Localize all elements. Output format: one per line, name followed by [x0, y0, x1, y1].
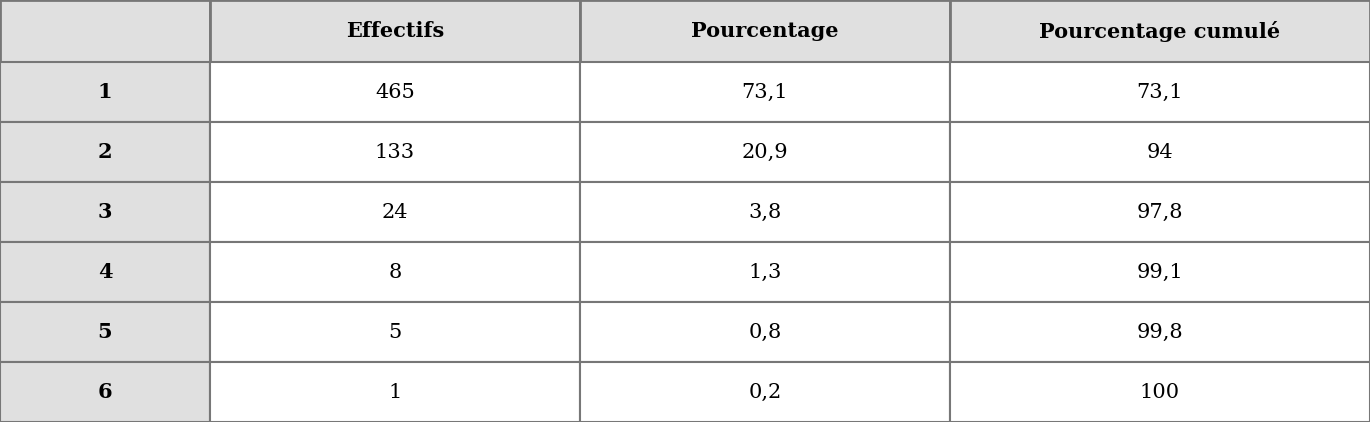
Text: Effectifs: Effectifs: [345, 21, 444, 41]
Bar: [580, 122, 949, 182]
Bar: [0, 122, 210, 182]
Text: 73,1: 73,1: [1137, 82, 1184, 102]
Bar: [949, 122, 1370, 182]
Bar: [580, 0, 949, 62]
Text: 94: 94: [1147, 143, 1173, 162]
Bar: [0, 242, 210, 302]
Bar: [949, 362, 1370, 422]
Text: Pourcentage: Pourcentage: [692, 21, 838, 41]
Text: 99,8: 99,8: [1137, 322, 1184, 341]
Text: 3: 3: [97, 202, 112, 222]
Bar: [210, 122, 580, 182]
Bar: [210, 62, 580, 122]
Bar: [210, 302, 580, 362]
Bar: [580, 62, 949, 122]
Bar: [580, 182, 949, 242]
Bar: [949, 182, 1370, 242]
Bar: [949, 302, 1370, 362]
Text: 1: 1: [97, 82, 112, 102]
Bar: [949, 0, 1370, 62]
Text: 465: 465: [375, 82, 415, 102]
Bar: [0, 302, 210, 362]
Bar: [210, 242, 580, 302]
Text: Pourcentage cumulé: Pourcentage cumulé: [1040, 21, 1281, 41]
Bar: [949, 242, 1370, 302]
Text: 2: 2: [97, 142, 112, 162]
Text: 5: 5: [388, 322, 401, 341]
Text: 3,8: 3,8: [748, 203, 782, 222]
Bar: [580, 362, 949, 422]
Text: 8: 8: [388, 262, 401, 281]
Bar: [0, 182, 210, 242]
Text: 1,3: 1,3: [748, 262, 782, 281]
Text: 73,1: 73,1: [741, 82, 788, 102]
Text: 1: 1: [388, 382, 401, 401]
Text: 97,8: 97,8: [1137, 203, 1184, 222]
Bar: [210, 182, 580, 242]
Bar: [949, 62, 1370, 122]
Text: 5: 5: [97, 322, 112, 342]
Text: 0,2: 0,2: [748, 382, 782, 401]
Bar: [580, 302, 949, 362]
Text: 0,8: 0,8: [748, 322, 782, 341]
Text: 20,9: 20,9: [741, 143, 788, 162]
Text: 133: 133: [375, 143, 415, 162]
Bar: [0, 0, 210, 62]
Text: 4: 4: [97, 262, 112, 282]
Text: 99,1: 99,1: [1137, 262, 1184, 281]
Text: 6: 6: [97, 382, 112, 402]
Bar: [580, 242, 949, 302]
Bar: [0, 62, 210, 122]
Bar: [0, 362, 210, 422]
Text: 24: 24: [382, 203, 408, 222]
Bar: [210, 0, 580, 62]
Text: 100: 100: [1140, 382, 1180, 401]
Bar: [210, 362, 580, 422]
